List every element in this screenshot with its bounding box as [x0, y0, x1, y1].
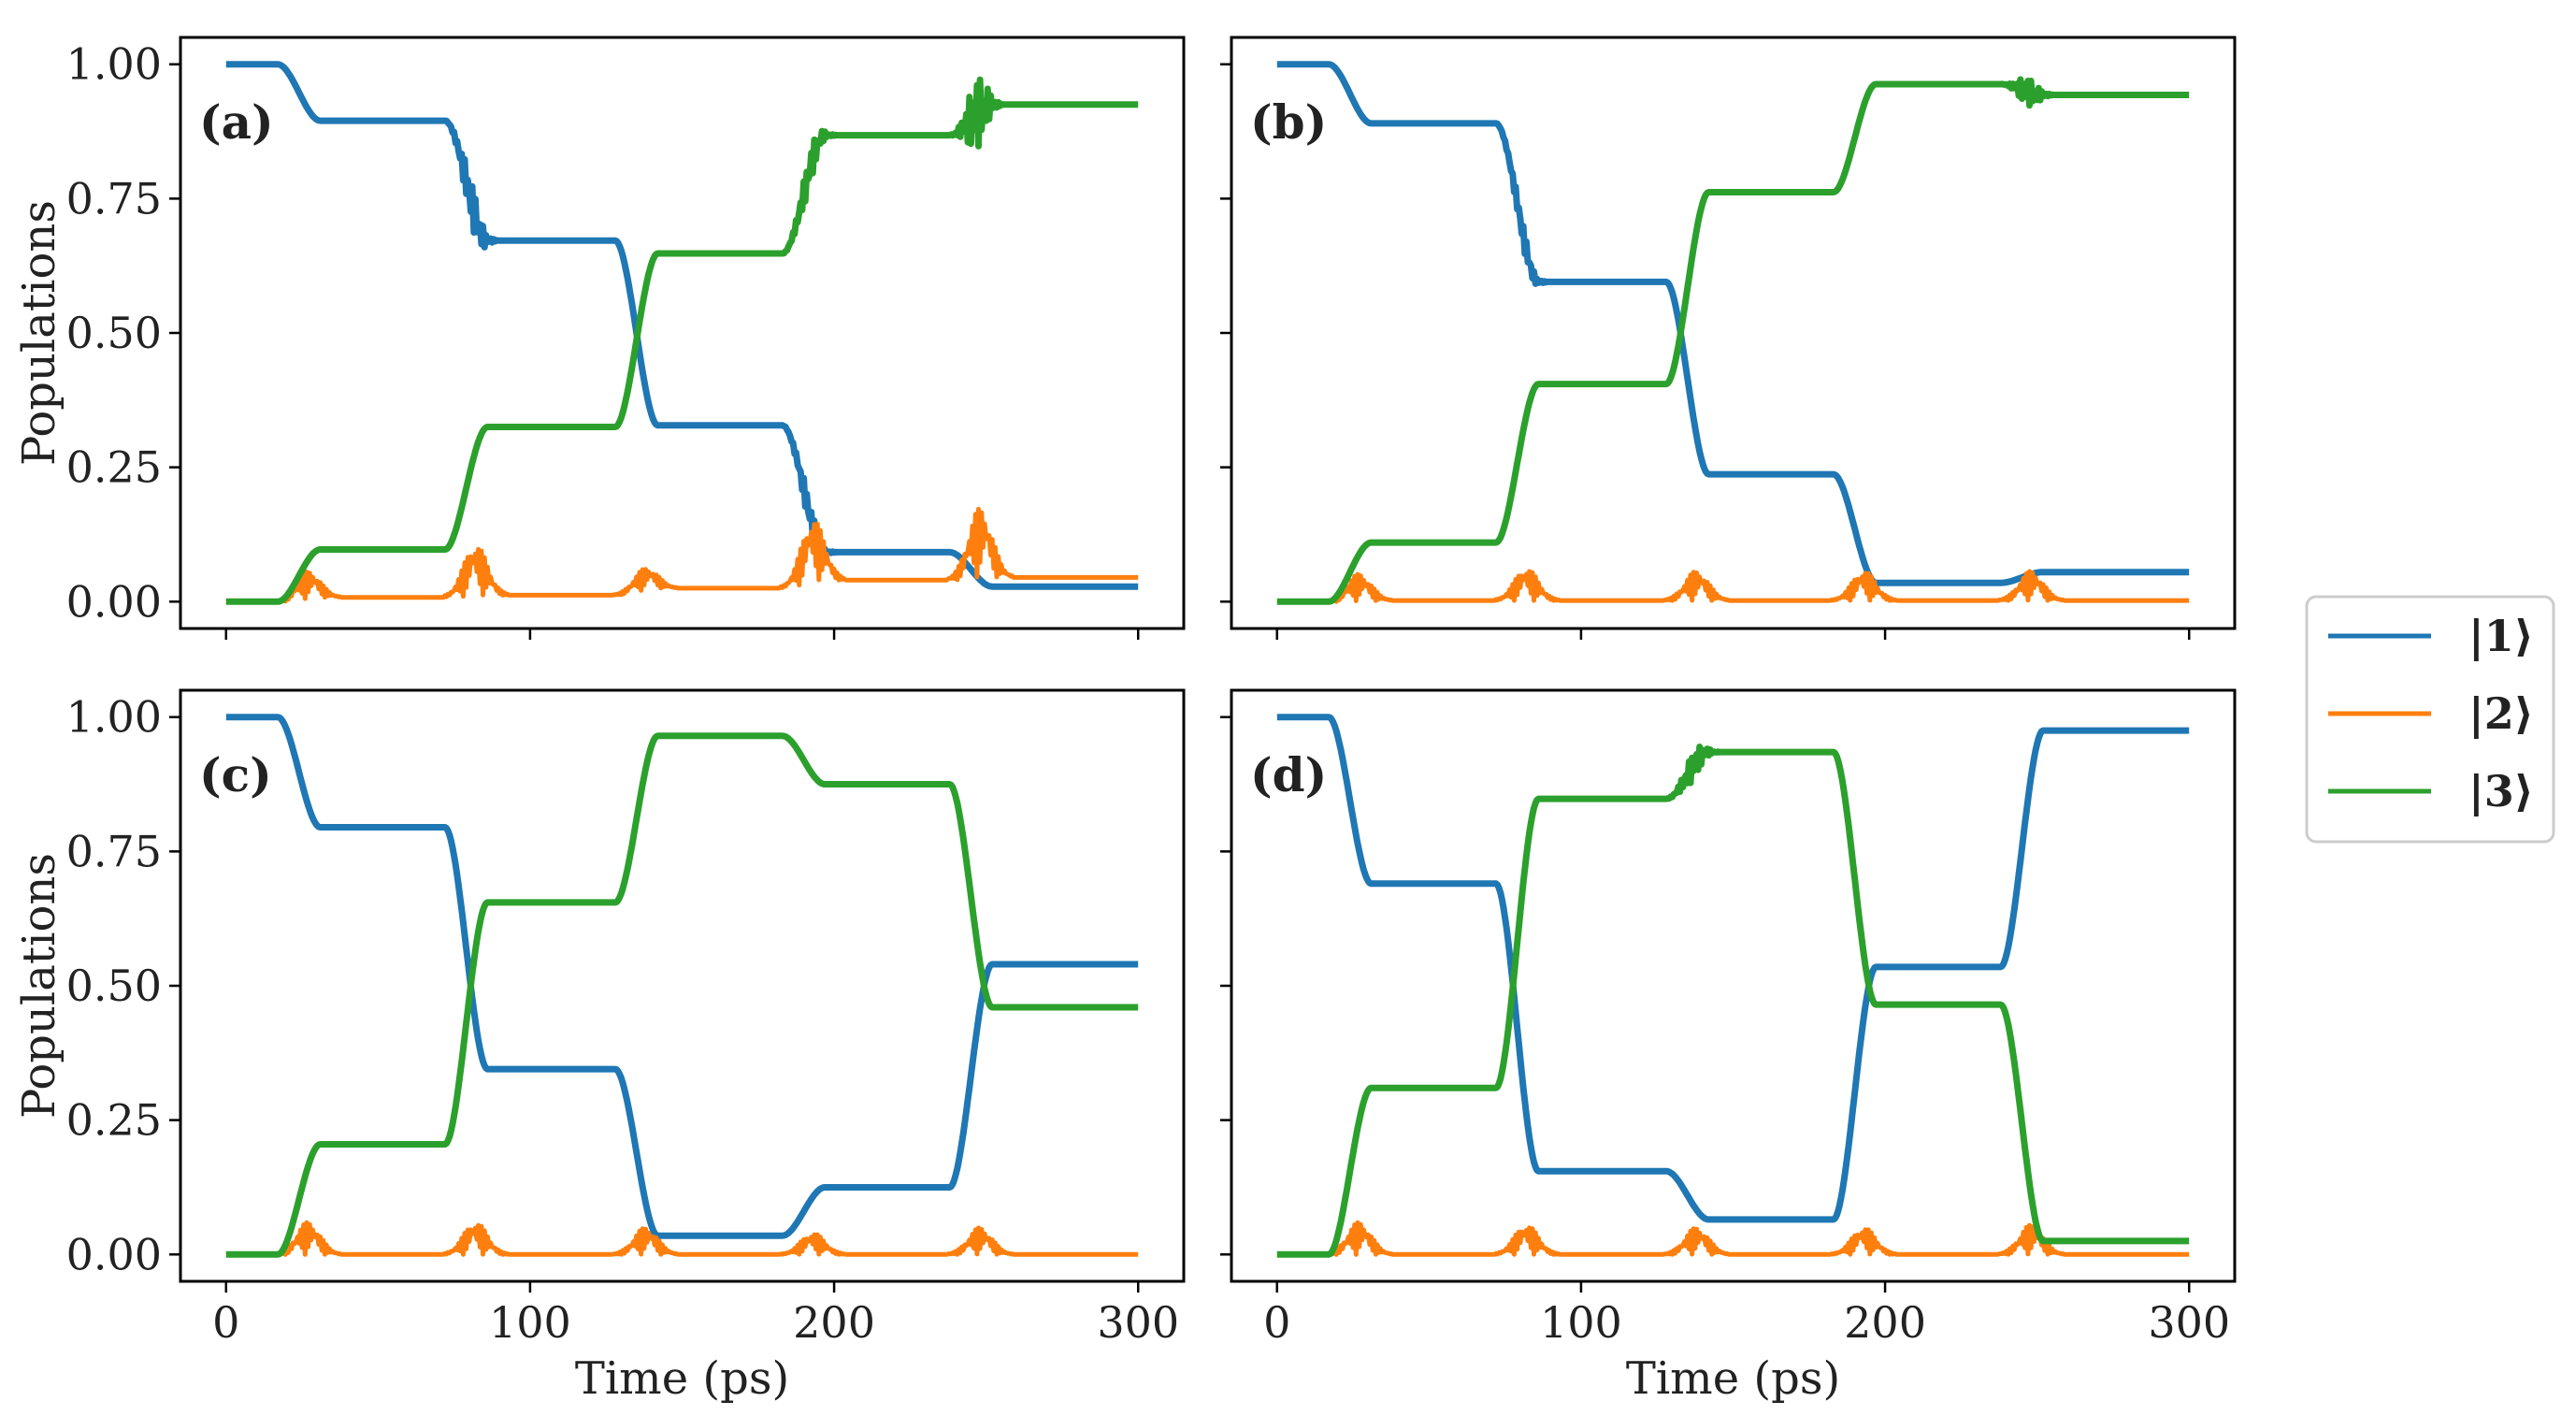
series-line-3	[223, 76, 1141, 605]
x-tick-label: 0	[212, 1297, 239, 1348]
legend-label-2: |2⟩	[2468, 688, 2534, 739]
series-line-2	[1275, 569, 2191, 604]
axes-frame	[1230, 688, 2237, 1283]
y-tick-label: 0.50	[66, 961, 162, 1011]
panel-b: (b)	[1220, 36, 2237, 640]
series-line-1	[223, 714, 1141, 1239]
series-line-1	[223, 61, 1141, 590]
legend-frame	[2305, 595, 2555, 844]
panel-label: (d)	[1250, 747, 1327, 802]
axes-frame	[179, 36, 1186, 630]
y-tick-label: 0.75	[66, 173, 162, 224]
panel-a: 0.00 0.25 0.50 0.75 1.00 (a) Populations	[13, 36, 1186, 640]
y-tick-label: 0.50	[66, 308, 162, 358]
y-tick-label: 0.25	[66, 1095, 162, 1146]
x-tick-label: 200	[1844, 1297, 1926, 1348]
x-axis-label: Time (ps)	[575, 1352, 789, 1405]
y-tick-label: 0.25	[66, 442, 162, 493]
y-axis-label: Populations	[13, 853, 65, 1119]
plot-area	[1274, 61, 2192, 605]
panel-label: (a)	[199, 94, 274, 150]
legend-label-3: |3⟩	[2468, 766, 2534, 816]
panel-c: 0 100 200 300 0.00 0.25 0.50 0.75 1.00 (c) Time (p…	[13, 688, 1186, 1405]
x-tick-label: 300	[1097, 1297, 1179, 1348]
series-line-3	[1274, 76, 2192, 605]
legend: |1⟩ |2⟩ |3⟩	[2305, 595, 2555, 844]
y-axis-label: Populations	[13, 200, 65, 466]
x-tick-label: 300	[2148, 1297, 2230, 1348]
legend-label-1: |1⟩	[2468, 611, 2534, 661]
series-line-1	[1274, 61, 2192, 586]
plot-area	[223, 714, 1141, 1258]
y-tick-label: 0.75	[66, 826, 162, 876]
y-tick-label: 1.00	[66, 39, 162, 90]
panel-label: (c)	[199, 747, 272, 802]
y-tick-label: 0.00	[66, 576, 162, 627]
panel-label: (b)	[1250, 94, 1327, 150]
x-axis-label: Time (ps)	[1626, 1352, 1840, 1405]
series-line-2	[224, 1220, 1140, 1257]
x-tick-label: 200	[793, 1297, 875, 1348]
y-tick-label: 0.00	[66, 1229, 162, 1279]
axes-frame	[179, 688, 1186, 1283]
series-line-1	[1274, 714, 2192, 1223]
series-line-2	[224, 506, 1140, 604]
y-tick-label: 1.00	[66, 692, 162, 743]
plot-area	[223, 61, 1141, 605]
x-tick-label: 100	[1540, 1297, 1622, 1348]
x-tick-label: 0	[1263, 1297, 1290, 1348]
x-tick-label: 100	[489, 1297, 571, 1348]
series-line-3	[1274, 744, 2192, 1258]
series-line-3	[223, 732, 1141, 1258]
panel-d: 0 100 200 300 (d) Time (ps)	[1220, 688, 2237, 1405]
plot-area	[1274, 714, 2192, 1258]
